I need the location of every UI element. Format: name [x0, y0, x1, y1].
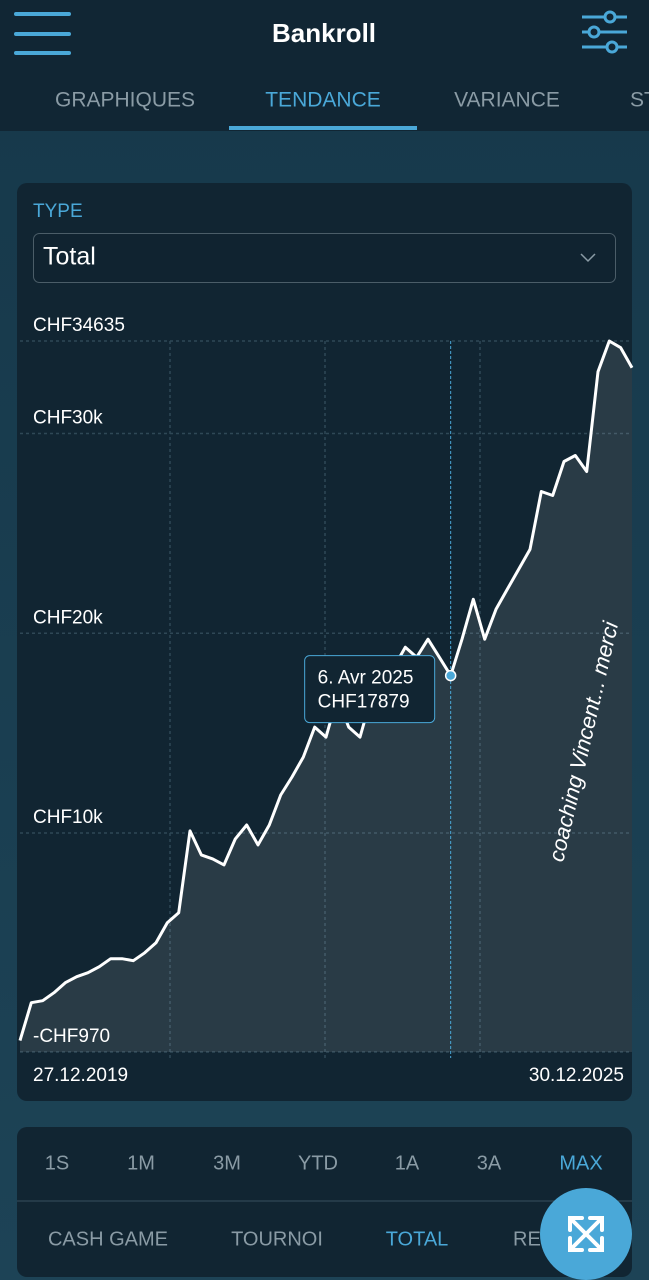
tooltip-date: 6. Avr 2025 [318, 668, 414, 689]
header-bar [0, 0, 649, 131]
y-tick-label: -CHF970 [33, 1026, 110, 1047]
y-tick-label: CHF20k [33, 607, 103, 628]
period-button[interactable]: MAX [559, 1152, 602, 1174]
period-button[interactable]: 3M [213, 1152, 241, 1174]
filter-panel [17, 1127, 632, 1277]
type-label: TYPE [33, 201, 83, 222]
period-button[interactable]: YTD [298, 1152, 338, 1174]
filter-button[interactable]: RE [513, 1228, 541, 1250]
type-select-value: Total [43, 243, 96, 271]
tooltip-value: CHF17879 [318, 692, 410, 713]
tab[interactable]: VARIANCE [454, 89, 560, 112]
period-button[interactable]: 1A [395, 1152, 420, 1174]
period-row: 1S 1M 3M YTD 1A 3A MAX [45, 1152, 603, 1174]
settings-button[interactable] [582, 10, 627, 54]
y-tick-label: CHF34635 [33, 315, 125, 336]
tab[interactable]: TENDANCE [265, 89, 381, 112]
filter-button[interactable]: TOTAL [386, 1228, 449, 1250]
tab[interactable]: GRAPHIQUES [55, 89, 195, 112]
x-tick-label: 27.12.2019 [33, 1065, 128, 1086]
tab-bar: GRAPHIQUES TENDANCE VARIANCE ST [55, 89, 649, 130]
period-button[interactable]: 1S [45, 1152, 69, 1174]
type-select[interactable] [33, 233, 616, 283]
area [20, 341, 632, 1052]
y-tick-label: CHF30k [33, 408, 103, 429]
period-button[interactable]: 1M [127, 1152, 155, 1174]
filter-button[interactable]: TOURNOI [231, 1228, 323, 1250]
tab-indicator [229, 126, 417, 130]
period-button[interactable]: 3A [477, 1152, 502, 1174]
menu-button[interactable] [14, 12, 71, 55]
select-chevron [580, 253, 596, 263]
expand-button[interactable] [540, 1188, 632, 1280]
tooltip-box [304, 655, 436, 724]
tab[interactable]: ST [630, 89, 649, 112]
filter-row: CASH GAME TOURNOI TOTAL RE [48, 1228, 541, 1250]
x-tick-label: 30.12.2025 [529, 1065, 624, 1086]
header-title: Bankroll [272, 18, 376, 48]
line [18, 339, 634, 1042]
y-tick-label: CHF10k [33, 807, 103, 828]
chart: -CHF970 CHF10k CHF20k CHF30k CHF34635 27.12.2… [18, 315, 634, 1086]
tooltip-point [444, 669, 457, 682]
filter-button[interactable]: CASH GAME [48, 1228, 168, 1250]
